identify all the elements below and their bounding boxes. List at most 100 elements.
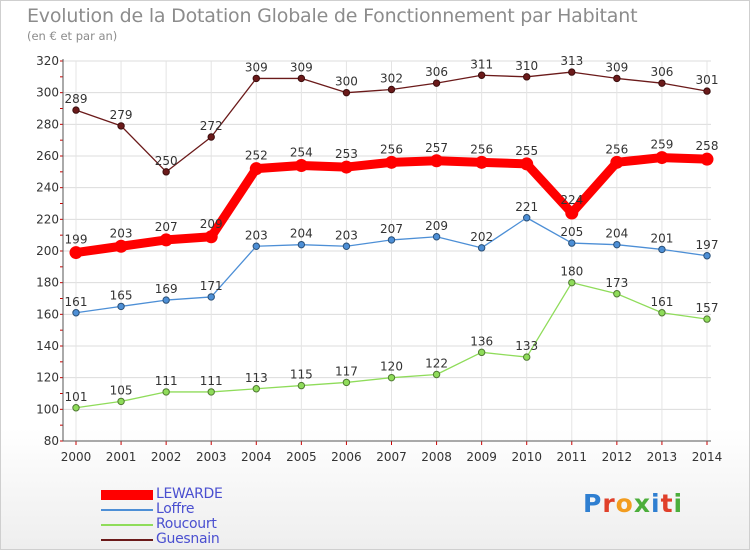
logo-letter: i (651, 489, 661, 518)
y-tick-label: 240 (36, 181, 59, 195)
data-label-loffre: 201 (650, 231, 673, 245)
data-label-loffre: 161 (65, 295, 88, 309)
legend-swatch (101, 524, 153, 526)
data-label-roucourt: 105 (110, 383, 133, 397)
data-label-loffre: 204 (290, 227, 313, 241)
y-tick-label: 260 (36, 149, 59, 163)
data-point-guesnain (613, 74, 621, 83)
data-label-loffre: 165 (110, 288, 133, 302)
logo-letter: o (615, 489, 634, 518)
data-label-guesnain: 250 (155, 154, 178, 168)
data-point-roucourt (703, 315, 711, 323)
data-label-guesnain: 306 (650, 65, 673, 79)
data-label-lewarde: 254 (290, 146, 313, 160)
data-point-guesnain (703, 87, 711, 95)
data-label-lewarde: 256 (605, 142, 628, 156)
data-label-roucourt: 111 (155, 374, 178, 388)
data-point-lewarde (565, 206, 579, 220)
x-tick-label: 2009 (466, 450, 497, 464)
data-label-lewarde: 256 (470, 142, 493, 156)
data-point-guesnain (477, 71, 486, 79)
data-label-roucourt: 157 (696, 301, 719, 315)
data-point-lewarde (655, 151, 669, 165)
data-point-loffre (703, 252, 711, 260)
y-tick-label: 100 (36, 402, 59, 416)
data-point-lewarde (294, 159, 308, 172)
data-label-loffre: 203 (245, 228, 268, 242)
data-label-guesnain: 302 (380, 72, 403, 86)
data-label-lewarde: 224 (560, 193, 583, 207)
data-point-roucourt (72, 404, 80, 412)
chart-subtitle: (en € et par an) (27, 29, 118, 43)
logo-letter: i (673, 489, 684, 518)
y-tick-label: 320 (36, 54, 59, 68)
data-point-guesnain (523, 73, 531, 81)
data-point-lewarde (204, 230, 218, 244)
data-label-loffre: 169 (155, 282, 178, 296)
data-label-roucourt: 136 (470, 334, 493, 348)
legend-item-roucourt: Roucourt (101, 516, 301, 532)
legend-label: Guesnain (156, 531, 220, 547)
x-tick-label: 2008 (421, 450, 452, 464)
data-label-lewarde: 253 (335, 147, 358, 161)
data-label-lewarde: 203 (110, 226, 133, 240)
data-point-loffre (252, 242, 260, 250)
data-point-loffre (613, 240, 621, 249)
data-point-loffre (297, 240, 306, 249)
data-point-lewarde (610, 155, 624, 169)
logo-letter: r (602, 489, 616, 518)
x-tick-label: 2001 (106, 450, 137, 464)
y-tick-label: 300 (36, 86, 59, 100)
legend-item-lewarde: LEWARDE (101, 486, 301, 502)
x-tick-label: 2011 (557, 450, 588, 464)
data-label-roucourt: 180 (560, 265, 583, 279)
x-tick-label: 2003 (196, 450, 227, 464)
data-point-loffre (162, 296, 170, 304)
data-label-loffre: 204 (605, 227, 628, 241)
data-label-loffre: 171 (200, 279, 223, 293)
data-label-lewarde: 255 (515, 144, 538, 158)
data-label-lewarde: 259 (650, 138, 673, 152)
data-point-guesnain (162, 168, 170, 176)
data-point-lewarde (700, 152, 714, 166)
data-point-loffre (342, 242, 351, 250)
legend-label: LEWARDE (156, 486, 223, 502)
data-label-roucourt: 133 (515, 339, 538, 353)
data-label-guesnain: 309 (605, 60, 628, 74)
data-point-loffre (207, 293, 215, 301)
data-label-lewarde: 207 (155, 220, 178, 234)
data-label-loffre: 197 (696, 238, 719, 252)
data-point-roucourt (162, 388, 170, 396)
data-point-guesnain (297, 74, 306, 83)
data-label-roucourt: 120 (380, 360, 403, 374)
y-tick-label: 140 (36, 339, 59, 353)
y-tick-label: 80 (44, 434, 59, 448)
data-point-roucourt (207, 388, 215, 396)
data-point-loffre (477, 244, 486, 252)
data-label-guesnain: 279 (110, 108, 133, 122)
y-tick-label: 280 (36, 117, 59, 131)
data-point-roucourt (658, 309, 666, 317)
data-label-guesnain: 300 (335, 75, 358, 89)
data-point-loffre (568, 239, 576, 247)
data-label-roucourt: 115 (290, 368, 313, 382)
data-label-loffre: 202 (470, 230, 493, 244)
data-label-loffre: 203 (335, 228, 358, 242)
data-point-lewarde (69, 246, 83, 260)
data-point-lewarde (385, 155, 398, 169)
data-label-guesnain: 289 (65, 92, 88, 106)
x-tick-label: 2007 (376, 450, 407, 464)
data-point-guesnain (72, 106, 80, 114)
data-point-loffre (387, 236, 396, 244)
data-point-roucourt (432, 370, 441, 379)
data-label-roucourt: 173 (605, 276, 628, 290)
data-label-guesnain: 272 (200, 119, 223, 133)
data-point-loffre (72, 309, 80, 317)
data-label-lewarde: 258 (696, 139, 719, 153)
data-point-guesnain (207, 133, 215, 141)
data-point-loffre (432, 233, 441, 241)
data-label-roucourt: 161 (650, 295, 673, 309)
x-tick-label: 2013 (647, 450, 678, 464)
